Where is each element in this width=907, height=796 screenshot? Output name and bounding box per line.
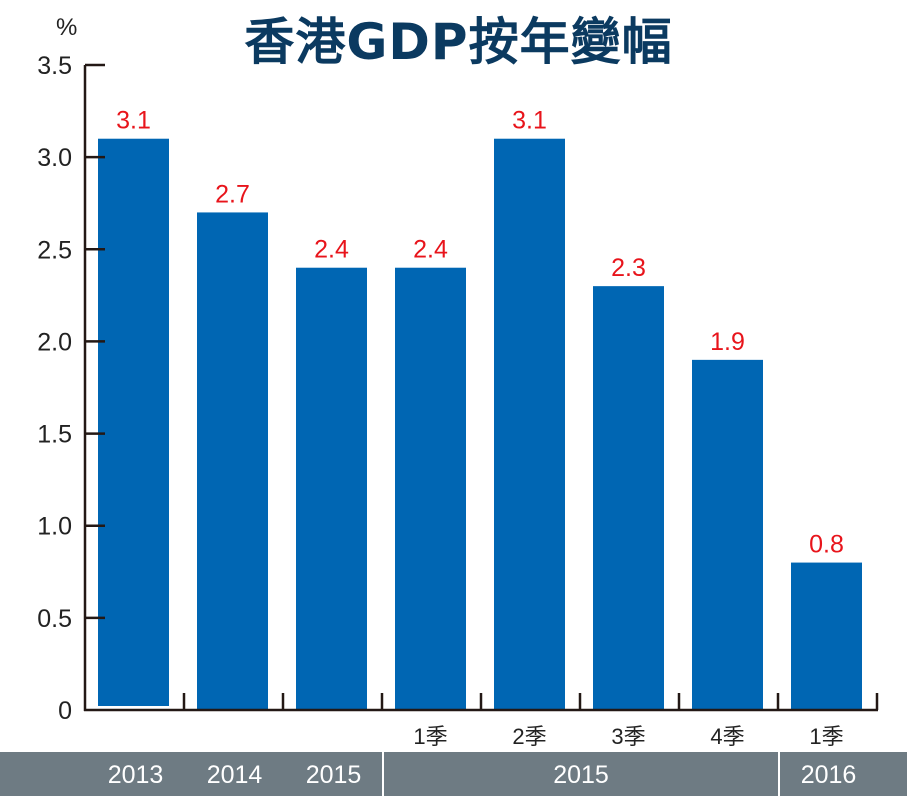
- quarter-label: 2季: [512, 724, 546, 749]
- bar: [98, 138, 169, 706]
- quarter-label: 1季: [413, 724, 447, 749]
- y-tick-label: 1.0: [37, 513, 72, 541]
- y-tick-label: 0.5: [37, 605, 72, 633]
- value-label: 3.1: [512, 107, 547, 135]
- bar: [296, 267, 367, 710]
- chart-title: 香港GDP按年變幅: [244, 13, 673, 71]
- y-tick-label: 3.5: [37, 52, 72, 80]
- value-label: 3.1: [116, 107, 151, 135]
- bar: [791, 562, 862, 710]
- value-label: 2.4: [314, 236, 349, 264]
- quarter-label: 4季: [710, 724, 744, 749]
- bar: [197, 212, 268, 710]
- value-label: 2.7: [215, 180, 250, 208]
- value-label: 0.8: [809, 531, 844, 559]
- y-axis-unit: %: [56, 14, 78, 41]
- bar: [494, 138, 565, 710]
- y-tick-label: 2.0: [37, 328, 72, 356]
- value-label: 2.3: [611, 254, 646, 282]
- y-tick-label: 2.5: [37, 236, 72, 264]
- value-label: 1.9: [710, 328, 745, 356]
- year-label: 2013: [108, 761, 164, 789]
- year-label: 2016: [801, 761, 857, 789]
- bar: [692, 359, 763, 710]
- y-tick-label: 0: [58, 697, 72, 725]
- year-label: 2014: [207, 761, 263, 789]
- year-band: [0, 752, 907, 796]
- bar: [593, 286, 664, 710]
- quarter-label: 1季: [809, 724, 843, 749]
- y-tick-label: 1.5: [37, 421, 72, 449]
- bar: [395, 267, 466, 710]
- y-tick-label: 3.0: [37, 144, 72, 172]
- value-label: 2.4: [413, 236, 448, 264]
- quarter-label: 3季: [611, 724, 645, 749]
- year-label: 2015: [306, 761, 362, 789]
- year-label: 2015: [553, 761, 609, 789]
